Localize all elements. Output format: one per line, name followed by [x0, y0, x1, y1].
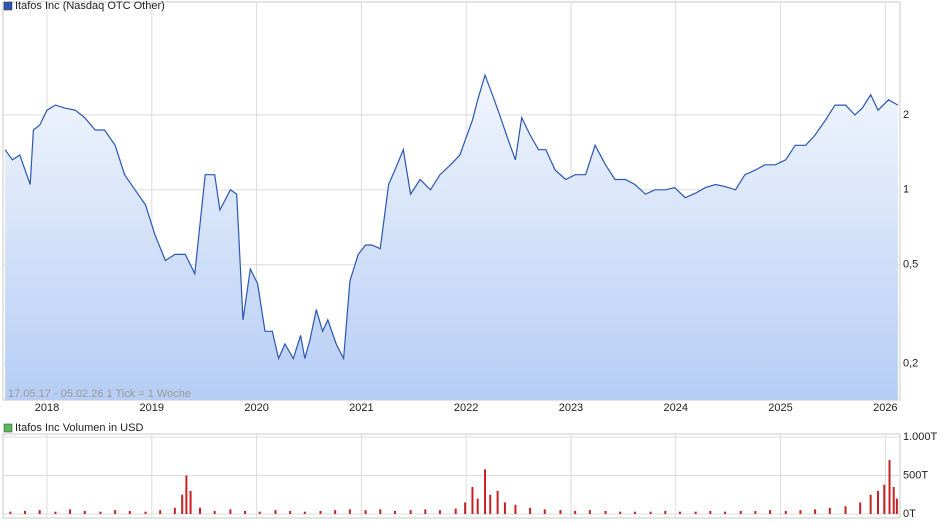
volume-bar: [503, 502, 506, 514]
y-tick-label: 0T: [903, 508, 916, 520]
volume-bar: [319, 510, 322, 514]
volume-bar: [619, 511, 622, 514]
volume-bar: [229, 509, 232, 514]
volume-bar: [895, 498, 898, 514]
price-line: [4, 73, 899, 361]
volume-bar: [496, 490, 499, 514]
volume-bar: [754, 510, 757, 514]
volume-bar: [173, 507, 176, 514]
volume-bar: [379, 509, 382, 514]
volume-bar: [724, 511, 727, 514]
volume-bar: [664, 510, 667, 514]
volume-bar: [604, 510, 607, 514]
volume-bar: [543, 509, 546, 514]
volume-bar: [769, 510, 772, 514]
volume-bar: [54, 511, 57, 514]
volume-bar: [464, 502, 467, 514]
volume-bar: [489, 494, 492, 514]
volume-bar: [633, 511, 636, 514]
x-tick-label: 2023: [559, 402, 583, 414]
volume-bar: [859, 502, 862, 514]
volume-bar: [189, 490, 192, 514]
volume-bar: [888, 460, 891, 514]
volume-bar: [574, 510, 577, 514]
legend-swatch: [3, 1, 13, 11]
volume-bar: [784, 510, 787, 514]
volume-bar: [289, 510, 292, 514]
x-tick-label: 2026: [873, 402, 897, 414]
y-tick-label: 1: [903, 184, 909, 196]
volume-bar: [334, 510, 337, 514]
volume-bar: [739, 510, 742, 514]
volume-bar: [364, 510, 367, 514]
area: [5, 75, 898, 400]
y-tick-label: 0,2: [903, 358, 918, 370]
annotation: 17.05.17 - 05.02.26 1 Tick = 1 Woche: [8, 388, 191, 400]
volume-bar: [588, 510, 591, 514]
volume-bar: [514, 504, 517, 514]
volume-bar: [185, 475, 188, 514]
volume-bar: [876, 490, 879, 514]
volume-bar: [244, 510, 247, 514]
volume-bar: [393, 510, 396, 514]
volume-bar: [454, 508, 457, 514]
y-tick-label: 0,5: [903, 259, 918, 271]
x-tick-label: 2018: [35, 402, 59, 414]
volume-bar: [181, 494, 184, 514]
volume-bar: [709, 510, 712, 514]
volume-bar: [814, 509, 817, 514]
volume-bar: [303, 511, 306, 514]
volume-bar: [274, 510, 277, 514]
y-tick-label: 1.000T: [903, 431, 938, 443]
x-tick-label: 2022: [454, 402, 478, 414]
volume-bar: [559, 510, 562, 514]
volume-bar: [9, 511, 12, 514]
x-tick-label: 2019: [140, 402, 164, 414]
legend-label: Itafos Inc Volumen in USD: [15, 422, 143, 434]
volume-bar: [678, 511, 681, 514]
volume-bar: [484, 469, 487, 514]
volume-bar: [828, 507, 831, 514]
volume-bar: [114, 510, 117, 514]
x-tick-label: 2025: [768, 402, 792, 414]
volume-bar: [128, 510, 131, 514]
volume-bar: [159, 510, 162, 514]
volume-bar: [213, 510, 216, 514]
volume-bar: [144, 511, 147, 514]
volume-bar: [438, 510, 441, 514]
volume-bar: [99, 511, 102, 514]
volume-bar: [844, 506, 847, 514]
volume-bar: [892, 487, 895, 514]
volume-bar: [869, 494, 872, 514]
y-tick-label: 2: [903, 109, 909, 121]
x-tick-label: 2020: [244, 402, 268, 414]
legend-swatch: [3, 423, 13, 433]
volume-bar: [529, 507, 532, 514]
volume-bar: [476, 498, 479, 514]
volume-bar: [38, 510, 41, 514]
x-tick-label: 2021: [349, 402, 373, 414]
volume-bar: [649, 511, 652, 514]
volume-bar: [424, 509, 427, 514]
volume-bar: [799, 510, 802, 514]
volume-bar: [258, 511, 261, 514]
volume-bar: [199, 507, 202, 514]
y-tick-label: 500T: [903, 469, 928, 481]
volume-bar: [883, 484, 886, 514]
volume-bar: [348, 509, 351, 514]
volume-bar: [471, 487, 474, 514]
x-tick-label: 2024: [664, 402, 688, 414]
volume-bar: [409, 510, 412, 514]
volume-bar: [694, 511, 697, 514]
legend-label: Itafos Inc (Nasdaq OTC Other): [15, 0, 165, 12]
volume-bar: [83, 510, 86, 514]
volume-bar: [24, 510, 27, 514]
volume-bar: [69, 509, 72, 514]
